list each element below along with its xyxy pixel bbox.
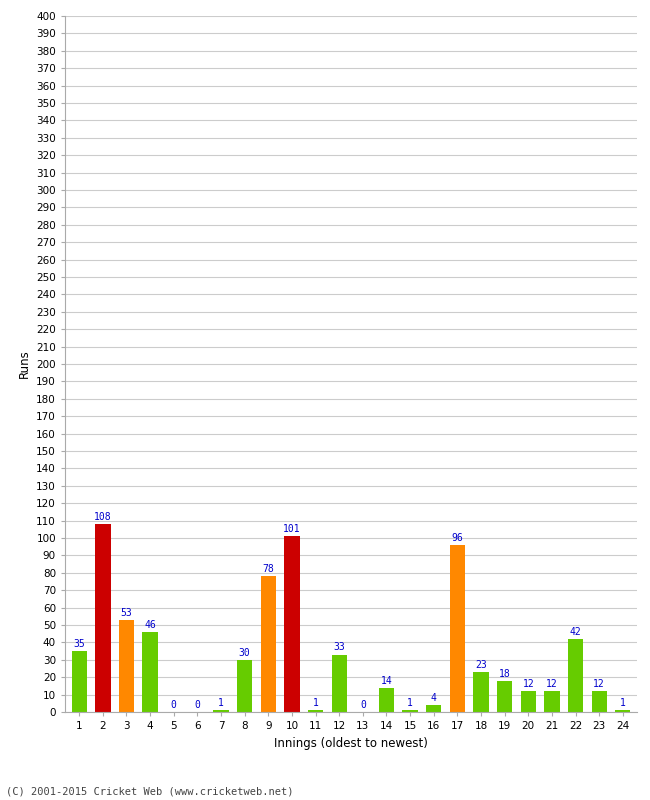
Text: 96: 96 — [452, 533, 463, 543]
Bar — [213, 710, 229, 712]
Bar — [592, 691, 607, 712]
Bar — [473, 672, 489, 712]
Bar — [402, 710, 418, 712]
Text: 0: 0 — [194, 700, 200, 710]
Bar — [379, 688, 394, 712]
Text: 0: 0 — [360, 700, 366, 710]
Text: 30: 30 — [239, 648, 250, 658]
Bar — [237, 660, 252, 712]
Text: 12: 12 — [546, 679, 558, 689]
Text: 12: 12 — [523, 679, 534, 689]
Text: 12: 12 — [593, 679, 605, 689]
Text: 1: 1 — [218, 698, 224, 708]
Text: 1: 1 — [620, 698, 626, 708]
Text: 1: 1 — [313, 698, 318, 708]
Text: 1: 1 — [407, 698, 413, 708]
Bar — [284, 536, 300, 712]
Text: (C) 2001-2015 Cricket Web (www.cricketweb.net): (C) 2001-2015 Cricket Web (www.cricketwe… — [6, 786, 294, 796]
Text: 33: 33 — [333, 642, 345, 653]
Text: 4: 4 — [431, 693, 437, 703]
Bar — [426, 705, 441, 712]
Bar — [568, 639, 583, 712]
Text: 53: 53 — [121, 608, 133, 618]
Bar — [261, 576, 276, 712]
Bar — [95, 524, 110, 712]
Text: 46: 46 — [144, 620, 156, 630]
Text: 14: 14 — [381, 675, 393, 686]
Y-axis label: Runs: Runs — [18, 350, 31, 378]
Text: 108: 108 — [94, 512, 112, 522]
Bar — [119, 620, 134, 712]
Bar — [332, 654, 347, 712]
Bar — [544, 691, 560, 712]
Bar — [308, 710, 323, 712]
Text: 78: 78 — [263, 564, 274, 574]
Bar — [450, 545, 465, 712]
X-axis label: Innings (oldest to newest): Innings (oldest to newest) — [274, 737, 428, 750]
Bar — [72, 651, 87, 712]
Bar — [142, 632, 158, 712]
Bar — [521, 691, 536, 712]
Bar — [497, 681, 512, 712]
Bar — [615, 710, 630, 712]
Text: 18: 18 — [499, 669, 510, 678]
Text: 42: 42 — [569, 627, 581, 637]
Text: 0: 0 — [171, 700, 177, 710]
Text: 23: 23 — [475, 660, 487, 670]
Text: 35: 35 — [73, 639, 85, 649]
Text: 101: 101 — [283, 524, 301, 534]
